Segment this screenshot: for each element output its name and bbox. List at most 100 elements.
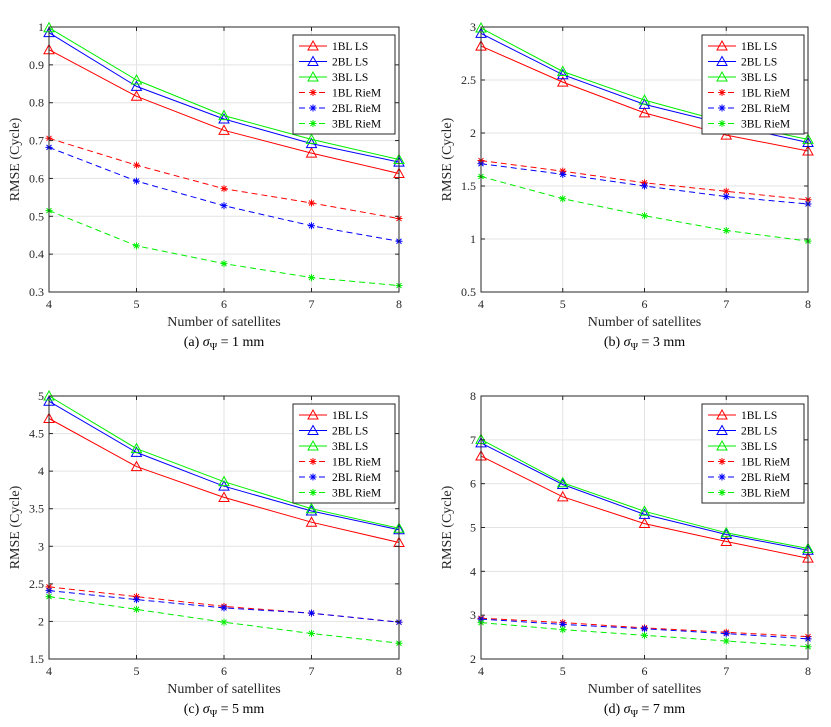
x-tick-label: 8 xyxy=(805,664,811,678)
legend-marker xyxy=(307,408,319,420)
legend-label: 1BL RieM xyxy=(741,457,790,469)
legend-label: 1BL RieM xyxy=(741,88,790,100)
y-tick-label: 1 xyxy=(470,232,476,246)
subplot-caption: (b) σΨ = 3 mm xyxy=(604,335,685,353)
legend-box xyxy=(701,403,805,504)
legend: 1BL LS 2BL LS 3BL LS 1BL RieM 2BL RieM 3BL Ri… xyxy=(701,34,805,135)
legend-label: 2BL LS xyxy=(332,426,368,438)
legend-marker xyxy=(716,39,728,51)
data-point xyxy=(722,187,730,195)
data-point xyxy=(308,609,315,617)
legend-label: 3BL RieM xyxy=(741,488,790,500)
data-point xyxy=(305,502,318,514)
legend: 1BL LS 2BL LS 3BL LS 1BL RieM 2BL RieM 3BL Ri… xyxy=(292,34,396,135)
legend-marker xyxy=(307,424,319,435)
data-point xyxy=(130,90,143,101)
y-tick-label: 0.4 xyxy=(29,247,44,261)
data-point xyxy=(220,604,228,612)
x-tick-label: 7 xyxy=(309,664,315,678)
x-tick-label: 4 xyxy=(46,297,52,311)
data-point xyxy=(218,124,230,135)
data-point xyxy=(130,80,143,91)
x-tick-label: 5 xyxy=(134,664,140,678)
caption-value: = 5 mm xyxy=(217,702,264,717)
y-tick-label: 1.5 xyxy=(461,179,476,193)
series-line xyxy=(480,45,809,152)
legend-marker xyxy=(309,458,317,465)
y-tick-label: 0.7 xyxy=(29,134,44,148)
x-tick-label: 4 xyxy=(46,664,52,678)
data-point xyxy=(220,202,228,210)
x-tick-label: 8 xyxy=(396,297,402,311)
legend-label: 2BL LS xyxy=(332,57,368,69)
y-tick-label: 6 xyxy=(470,477,476,491)
data-point xyxy=(559,620,567,628)
y-tick-label: 1 xyxy=(38,20,44,34)
data-point xyxy=(308,222,315,230)
caption-value: = 1 mm xyxy=(217,335,264,350)
data-point xyxy=(720,528,733,540)
legend-box xyxy=(292,34,396,135)
data-point xyxy=(305,504,318,516)
data-point xyxy=(638,505,651,516)
x-axis-label: Number of satellites xyxy=(588,682,702,697)
data-point xyxy=(308,199,315,207)
data-point xyxy=(720,526,733,538)
y-tick-label: 4 xyxy=(38,464,44,478)
legend-label: 2BL RieM xyxy=(332,103,381,115)
data-point xyxy=(133,177,140,185)
caption-symbol: σ xyxy=(624,335,632,350)
legend-box xyxy=(292,403,396,504)
data-point xyxy=(220,185,228,193)
legend-label: 2BL LS xyxy=(741,426,777,438)
y-axis-label: RMSE (Cycle) xyxy=(440,117,455,201)
caption-value: = 7 mm xyxy=(638,702,685,717)
legend-marker xyxy=(307,70,319,82)
y-tick-label: 2 xyxy=(470,126,476,140)
legend-label: 3BL RieM xyxy=(741,119,790,131)
legend-label: 3BL LS xyxy=(741,441,777,453)
data-point xyxy=(722,637,730,645)
y-tick-label: 0.5 xyxy=(461,285,476,299)
y-tick-label: 3 xyxy=(470,20,476,34)
caption-value: = 3 mm xyxy=(638,335,685,350)
legend-marker xyxy=(307,39,319,51)
data-point xyxy=(556,476,569,488)
data-point xyxy=(556,490,569,502)
y-tick-label: 2.5 xyxy=(461,73,476,87)
data-point xyxy=(133,605,140,613)
caption-symbol: σ xyxy=(203,335,211,350)
legend-marker xyxy=(309,120,317,127)
data-point xyxy=(559,626,567,634)
legend-marker xyxy=(718,458,726,465)
legend-label: 3BL LS xyxy=(741,72,777,84)
y-tick-label: 4 xyxy=(470,564,476,578)
series-line xyxy=(48,49,400,174)
y-tick-label: 3.5 xyxy=(29,502,44,516)
data-point xyxy=(305,147,318,158)
data-point xyxy=(218,109,230,121)
legend-marker xyxy=(307,439,319,451)
caption-prefix: (b) xyxy=(604,335,624,350)
y-tick-label: 2 xyxy=(38,614,44,628)
data-point xyxy=(638,106,651,118)
data-point xyxy=(641,212,648,220)
y-tick-label: 3 xyxy=(470,608,476,622)
caption-subscript: Ψ xyxy=(631,709,639,720)
data-point xyxy=(218,491,230,502)
caption-subscript: Ψ xyxy=(631,342,639,353)
y-tick-label: 0.3 xyxy=(29,285,44,299)
data-point xyxy=(133,161,140,169)
subplot-caption: (d) σΨ = 7 mm xyxy=(604,702,685,720)
data-point xyxy=(638,508,651,519)
y-tick-label: 3 xyxy=(38,539,44,553)
data-point xyxy=(638,517,651,529)
legend-marker xyxy=(716,408,728,420)
subplot-d: 4 5 6 7 8 2 3 4 5 6 7 8 Number of satellites RMSE (Cy… xyxy=(440,389,814,720)
data-point xyxy=(722,630,730,638)
legend: 1BL LS 2BL LS 3BL LS 1BL RieM 2BL RieM 3BL Ri… xyxy=(701,403,805,504)
data-point xyxy=(722,193,730,201)
data-point xyxy=(133,242,140,250)
legend-marker xyxy=(718,104,726,112)
